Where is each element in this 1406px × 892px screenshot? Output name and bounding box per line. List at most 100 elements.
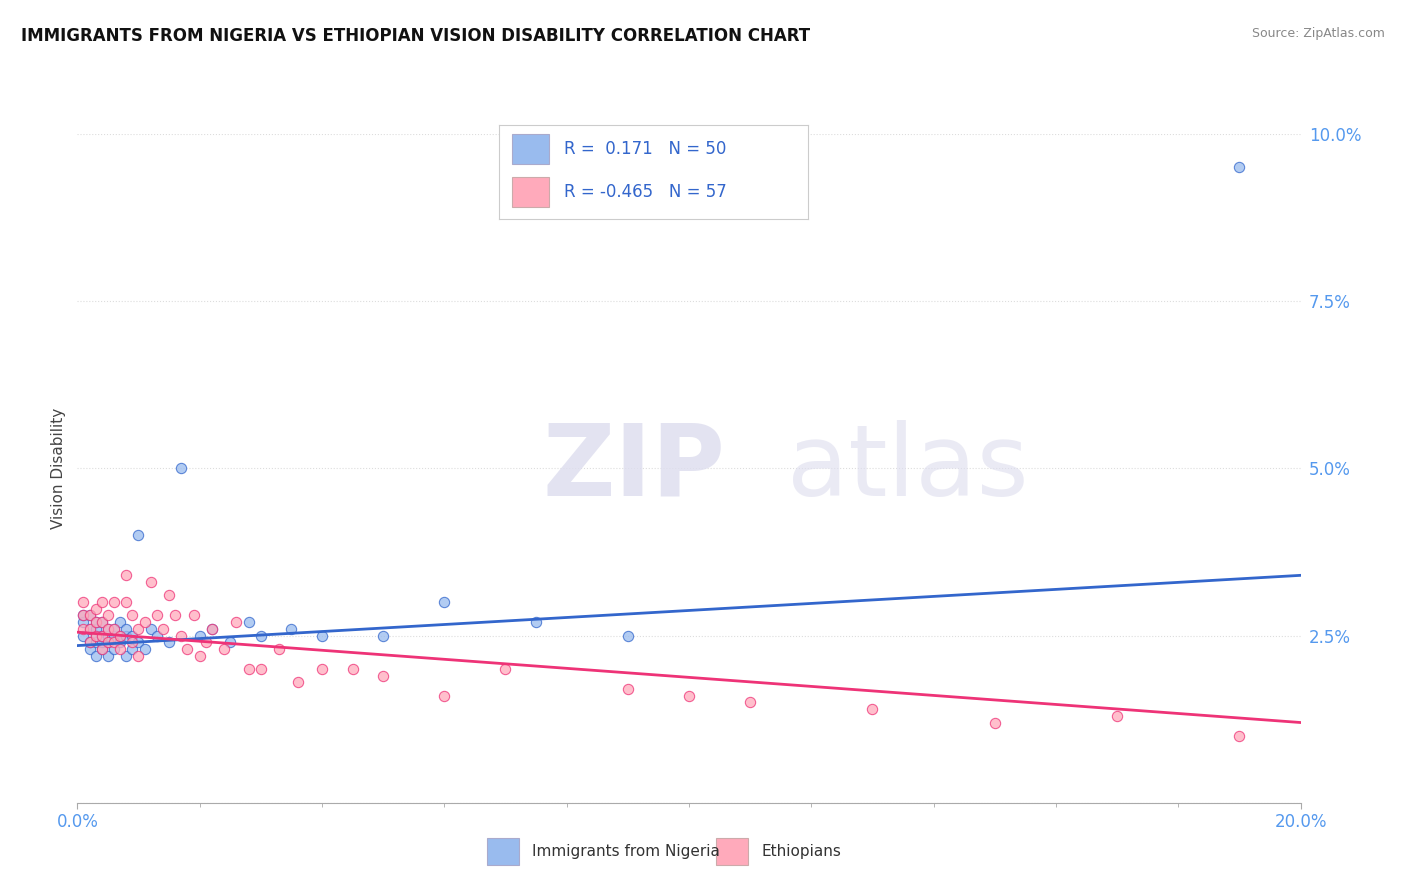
Point: [72, 622, 94, 636]
Point: [311, 628, 333, 642]
Point: [79, 608, 101, 623]
Point: [984, 715, 1007, 730]
Point: [219, 635, 242, 649]
Point: [311, 662, 333, 676]
Point: [617, 628, 640, 642]
Point: [108, 628, 131, 642]
FancyBboxPatch shape: [717, 838, 748, 865]
Point: [79, 635, 101, 649]
Point: [134, 642, 156, 657]
Point: [170, 461, 193, 475]
Point: [103, 595, 125, 609]
Point: [115, 622, 138, 636]
Point: [238, 615, 260, 630]
Point: [139, 622, 162, 636]
Point: [201, 622, 224, 636]
Point: [121, 608, 143, 623]
Text: Immigrants from Nigeria: Immigrants from Nigeria: [531, 845, 720, 859]
Point: [72, 595, 94, 609]
Point: [121, 635, 143, 649]
Point: [121, 642, 143, 657]
Point: [90, 628, 112, 642]
Point: [127, 622, 149, 636]
Text: atlas: atlas: [787, 420, 1028, 516]
Point: [201, 622, 224, 636]
Point: [165, 608, 187, 623]
Point: [371, 669, 394, 683]
Point: [84, 602, 107, 616]
Point: [90, 642, 112, 657]
Text: ZIP: ZIP: [543, 420, 725, 516]
Point: [84, 648, 107, 663]
Point: [97, 628, 120, 642]
Text: R =  0.171   N = 50: R = 0.171 N = 50: [564, 140, 727, 158]
Point: [146, 608, 169, 623]
Point: [97, 635, 120, 649]
Point: [740, 696, 762, 710]
Point: [115, 568, 138, 582]
FancyBboxPatch shape: [512, 134, 548, 164]
Point: [97, 608, 120, 623]
Point: [238, 662, 260, 676]
Point: [115, 648, 138, 663]
Point: [146, 628, 169, 642]
Point: [194, 635, 217, 649]
Point: [524, 615, 547, 630]
Point: [250, 662, 273, 676]
Point: [862, 702, 884, 716]
Point: [342, 662, 364, 676]
Point: [72, 628, 94, 642]
Point: [103, 642, 125, 657]
Point: [1229, 161, 1251, 175]
Point: [212, 642, 235, 657]
Point: [115, 595, 138, 609]
Point: [90, 615, 112, 630]
Point: [84, 615, 107, 630]
Point: [188, 648, 211, 663]
Point: [188, 628, 211, 642]
Point: [678, 689, 700, 703]
Point: [90, 635, 112, 649]
Point: [269, 642, 291, 657]
Point: [1107, 708, 1129, 723]
Point: [433, 595, 456, 609]
Point: [225, 615, 247, 630]
Point: [72, 615, 94, 630]
Point: [90, 615, 112, 630]
Point: [97, 622, 120, 636]
Point: [495, 662, 517, 676]
Point: [1229, 729, 1251, 743]
Point: [139, 575, 162, 590]
Point: [97, 635, 120, 649]
Point: [617, 681, 640, 696]
Point: [108, 615, 131, 630]
Point: [84, 635, 107, 649]
Y-axis label: Vision Disability: Vision Disability: [51, 408, 66, 529]
Point: [157, 589, 180, 603]
FancyBboxPatch shape: [486, 838, 519, 865]
Point: [72, 608, 94, 623]
Text: R = -0.465   N = 57: R = -0.465 N = 57: [564, 184, 727, 202]
Point: [97, 648, 120, 663]
Point: [79, 622, 101, 636]
Point: [103, 622, 125, 636]
Point: [97, 622, 120, 636]
Point: [72, 608, 94, 623]
Point: [115, 628, 138, 642]
Point: [79, 622, 101, 636]
Point: [127, 648, 149, 663]
Point: [170, 628, 193, 642]
Point: [90, 628, 112, 642]
Point: [103, 635, 125, 649]
Point: [90, 642, 112, 657]
Point: [127, 635, 149, 649]
Point: [134, 615, 156, 630]
Text: Ethiopians: Ethiopians: [762, 845, 841, 859]
Text: Source: ZipAtlas.com: Source: ZipAtlas.com: [1251, 27, 1385, 40]
Point: [157, 635, 180, 649]
Point: [103, 622, 125, 636]
Point: [371, 628, 394, 642]
Point: [84, 615, 107, 630]
Point: [183, 608, 205, 623]
Point: [79, 608, 101, 623]
